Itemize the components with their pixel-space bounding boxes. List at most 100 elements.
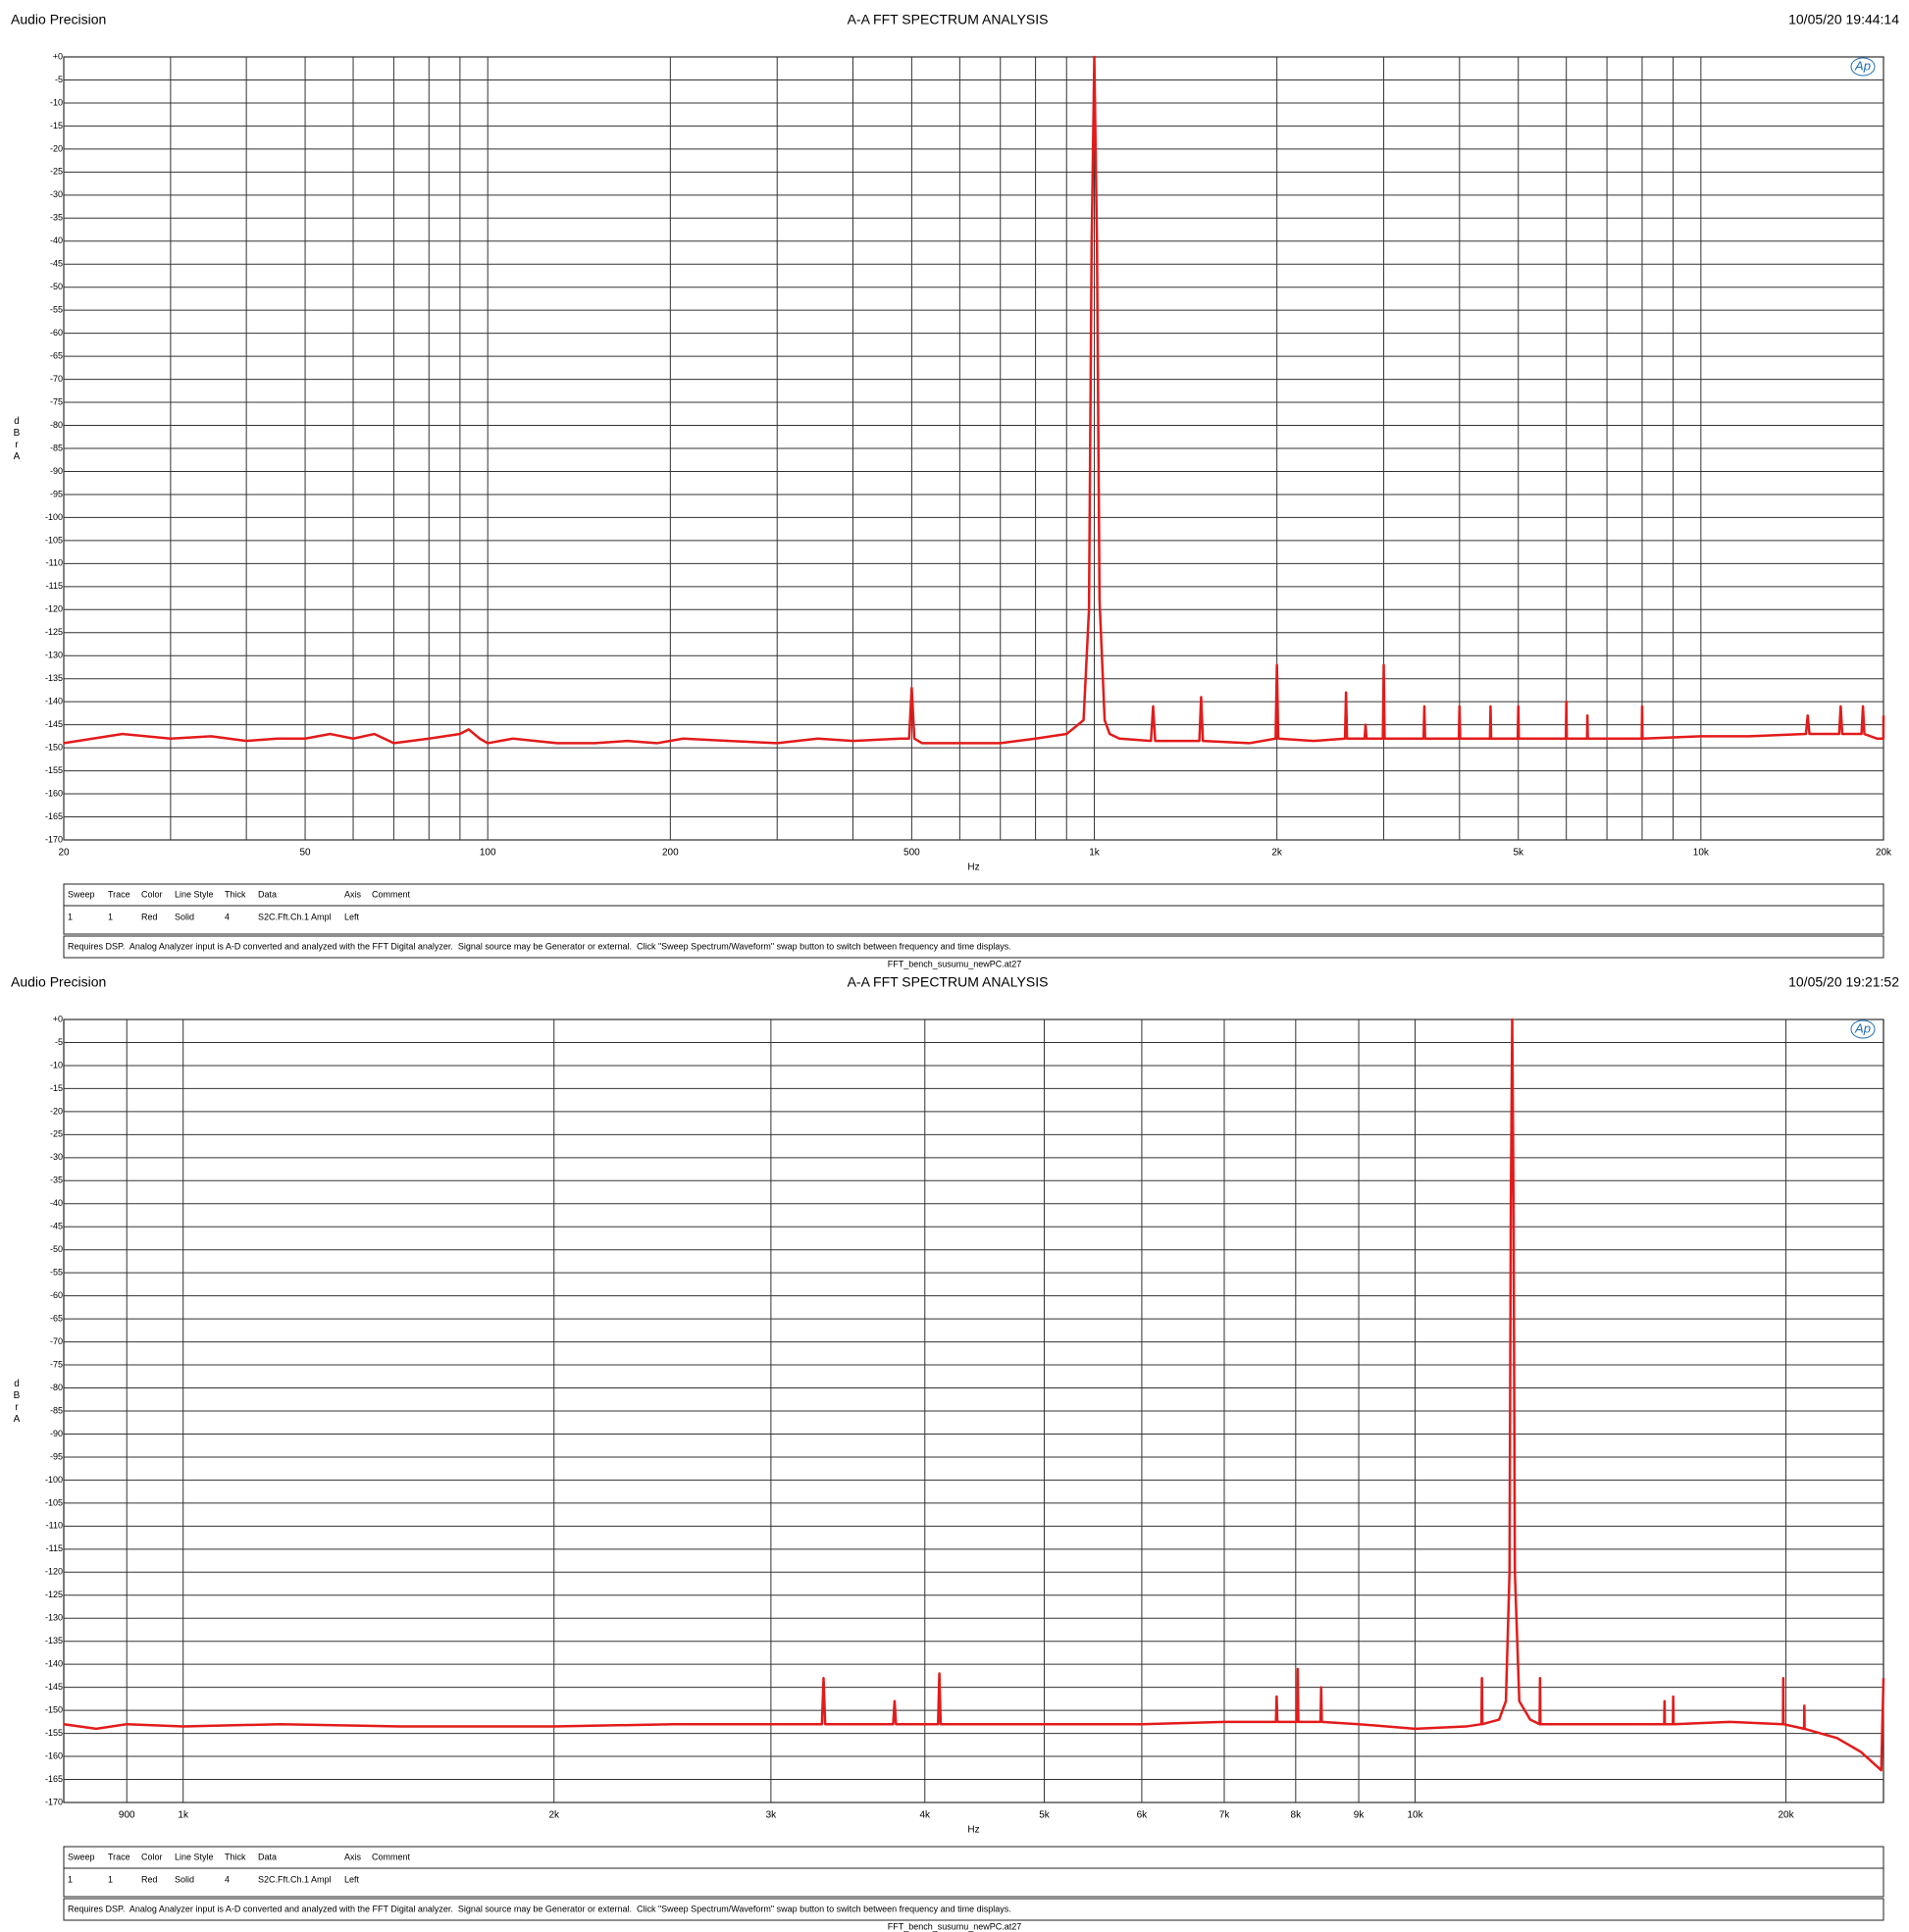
x-tick-label: 500 xyxy=(903,848,920,859)
y-tick-label: -35 xyxy=(50,1175,63,1185)
chart-title: A-A FFT SPECTRUM ANALYSIS xyxy=(848,974,1049,990)
table-header: Axis xyxy=(344,1852,362,1861)
y-tick-label: -30 xyxy=(50,1152,63,1162)
y-tick-label: -60 xyxy=(50,328,63,338)
y-tick-label: -45 xyxy=(50,1222,63,1231)
filename: FFT_bench_susumu_newPC.at27 xyxy=(888,959,1022,968)
y-tick-label: -150 xyxy=(45,742,63,752)
table-header: Trace xyxy=(108,1852,130,1861)
table-cell: Red xyxy=(141,1874,158,1884)
timestamp: 10/05/20 19:21:52 xyxy=(1788,974,1899,990)
x-tick-label: 5k xyxy=(1039,1810,1051,1821)
y-tick-label: -65 xyxy=(50,1313,63,1323)
y-tick-label: -145 xyxy=(45,719,63,729)
y-tick-label: -80 xyxy=(50,1383,63,1392)
table-header: Comment xyxy=(372,1852,411,1861)
y-tick-label: -155 xyxy=(45,765,63,775)
logo-ring xyxy=(1850,1019,1876,1039)
table-cell: S2C.Fft.Ch.1 Ampl xyxy=(258,1874,332,1884)
y-tick-label: -110 xyxy=(46,558,63,568)
y-tick-label: -110 xyxy=(46,1521,63,1531)
x-tick-label: 20 xyxy=(58,848,70,859)
y-tick-label: -120 xyxy=(45,604,63,614)
chart-title: A-A FFT SPECTRUM ANALYSIS xyxy=(848,12,1049,27)
table-header: Sweep xyxy=(68,1852,95,1861)
y-tick-label: -5 xyxy=(55,1037,63,1047)
y-tick-label: -15 xyxy=(50,1083,63,1093)
table-header: Data xyxy=(258,1852,277,1861)
x-tick-label: 200 xyxy=(662,848,679,859)
x-tick-label: 20k xyxy=(1876,848,1892,859)
y-tick-label: -125 xyxy=(45,627,63,637)
y-tick-label: -165 xyxy=(45,1774,63,1784)
y-tick-label: -170 xyxy=(45,1797,63,1806)
y-tick-label: -140 xyxy=(45,1659,63,1669)
table-header: Thick xyxy=(225,889,246,899)
note: Requires DSP. Analog Analyzer input is A… xyxy=(68,941,1011,951)
y-tick-label: -90 xyxy=(50,466,63,476)
y-tick-label: -135 xyxy=(45,673,63,683)
y-tick-label: -85 xyxy=(50,443,63,452)
table-header: Data xyxy=(258,889,277,899)
table-cell: 4 xyxy=(225,1874,230,1884)
spectrum-line xyxy=(63,55,1885,745)
x-tick-label: 10k xyxy=(1407,1810,1423,1821)
table-cell: 1 xyxy=(68,912,73,921)
y-tick-label: -150 xyxy=(45,1704,63,1714)
y-tick-label: -55 xyxy=(50,1268,63,1278)
table-header: Trace xyxy=(108,889,130,899)
table-cell: Left xyxy=(344,912,360,921)
y-tick-label: -140 xyxy=(45,697,63,706)
table-header: Color xyxy=(141,1852,163,1861)
y-tick-label: -25 xyxy=(50,167,63,177)
y-tick-label: -20 xyxy=(50,1106,63,1116)
header-left: Audio Precision xyxy=(11,12,106,27)
x-tick-label: 6k xyxy=(1137,1810,1149,1821)
y-tick-label: -10 xyxy=(50,1060,63,1070)
x-tick-label: 900 xyxy=(119,1810,135,1821)
y-tick-label: -20 xyxy=(50,143,63,153)
x-tick-label: 1k xyxy=(178,1810,189,1821)
y-tick-label: -85 xyxy=(50,1405,63,1415)
y-tick-label: -100 xyxy=(45,1475,63,1485)
logo-ring xyxy=(1850,57,1876,77)
x-axis-label: Hz xyxy=(967,1825,979,1836)
y-tick-label: -165 xyxy=(45,811,63,821)
y-tick-label: -130 xyxy=(45,1613,63,1623)
y-tick-label: -95 xyxy=(50,489,63,498)
table-cell: S2C.Fft.Ch.1 Ampl xyxy=(258,912,332,921)
x-tick-label: 8k xyxy=(1291,1810,1303,1821)
x-tick-label: 100 xyxy=(480,848,496,859)
y-tick-label: -90 xyxy=(50,1429,63,1438)
y-tick-label: -35 xyxy=(50,213,63,223)
x-tick-label: 50 xyxy=(299,848,311,859)
y-tick-label: +0 xyxy=(53,1014,63,1023)
table-header: Line Style xyxy=(175,889,214,899)
y-axis-label: dBr A xyxy=(13,1379,21,1425)
note-box xyxy=(63,1898,1884,1921)
y-tick-label: -105 xyxy=(45,1497,63,1507)
y-tick-label: -75 xyxy=(50,1359,63,1369)
x-tick-label: 1k xyxy=(1089,848,1101,859)
y-tick-label: -50 xyxy=(50,282,63,291)
x-tick-label: 20k xyxy=(1779,1810,1795,1821)
table-header: Color xyxy=(141,889,163,899)
y-tick-label: -155 xyxy=(45,1728,63,1738)
table-cell: Solid xyxy=(175,912,194,921)
y-tick-label: -5 xyxy=(55,75,63,84)
y-tick-label: -60 xyxy=(50,1290,63,1300)
y-tick-label: -145 xyxy=(45,1682,63,1692)
table-cell: Solid xyxy=(175,1874,194,1884)
x-tick-label: 7k xyxy=(1219,1810,1231,1821)
y-tick-label: -30 xyxy=(50,189,63,199)
filename: FFT_bench_susumu_newPC.at27 xyxy=(888,1921,1022,1931)
timestamp: 10/05/20 19:44:14 xyxy=(1788,12,1899,27)
x-axis-label: Hz xyxy=(967,862,979,873)
x-tick-label: 2k xyxy=(1271,848,1283,859)
table-cell: Red xyxy=(141,912,158,921)
y-tick-label: -80 xyxy=(50,420,63,430)
note-box xyxy=(63,935,1884,959)
table-header: Thick xyxy=(225,1852,246,1861)
spectrum-line xyxy=(63,1018,1885,1772)
y-tick-label: -135 xyxy=(45,1636,63,1645)
